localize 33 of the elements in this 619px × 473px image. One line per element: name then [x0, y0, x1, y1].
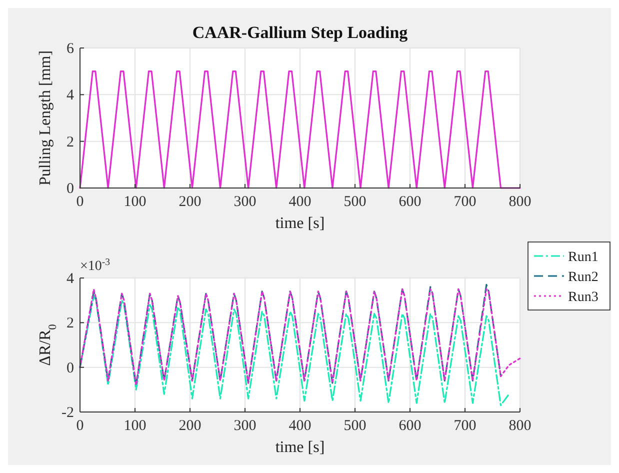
x-tick-label: 300: [234, 418, 256, 434]
y-tick-label: 2: [66, 134, 74, 150]
x-tick-label: 400: [288, 418, 312, 434]
y-tick-label: 2: [66, 316, 74, 332]
x-tick-label: 700: [454, 418, 476, 434]
x-tick-label: 100: [124, 418, 146, 434]
x-tick-label: 800: [508, 418, 532, 434]
x-tick-label: 100: [124, 194, 146, 210]
y-tick-label: 4: [66, 271, 74, 287]
y-tick-label: -2: [62, 405, 74, 421]
x-tick-label: 200: [178, 418, 202, 434]
y-tick-label: 4: [66, 88, 74, 104]
x-tick-label: 400: [288, 194, 312, 210]
x-tick-label: 600: [398, 418, 422, 434]
x-axis-title: time [s]: [275, 215, 325, 232]
text: ×10$^{-3}$: [80, 256, 110, 274]
line-series: [79, 295, 510, 406]
x-tick-label: 200: [178, 194, 202, 210]
x-tick-label: 600: [398, 194, 422, 210]
y-tick-label: 0: [66, 360, 74, 376]
legend-label: Run3: [568, 290, 598, 305]
legend-label: Run1: [568, 250, 598, 265]
x-axis-title: time [s]: [275, 439, 325, 456]
x-tick-label: 700: [454, 194, 476, 210]
x-tick-label: 500: [344, 194, 366, 210]
y-axis-title: Pulling Length [mm]: [37, 50, 54, 186]
chart-title: CAAR-Gallium Step Loading: [192, 23, 408, 42]
legend-label: Run2: [568, 270, 598, 285]
x-tick-label: 300: [234, 194, 256, 210]
x-tick-label: 800: [508, 194, 532, 210]
y-tick-label: 0: [66, 181, 74, 197]
x-tick-label: 500: [344, 418, 366, 434]
y-tick-label: 6: [66, 41, 74, 57]
